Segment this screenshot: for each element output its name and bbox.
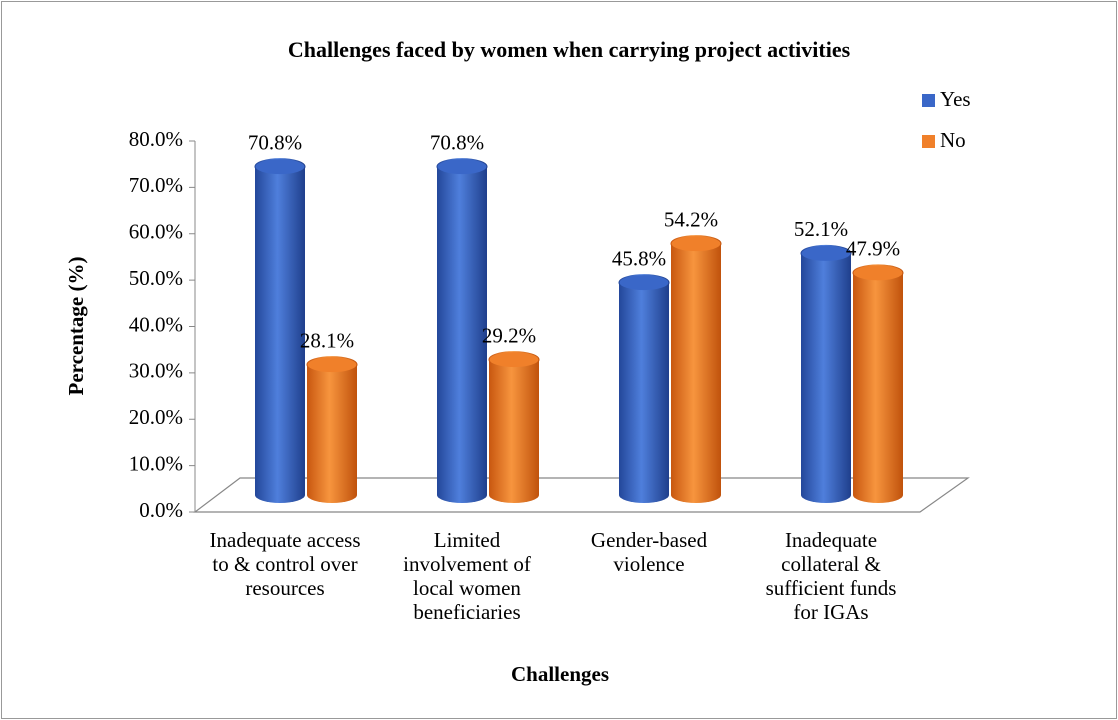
y-tick-label: 50.0% [129, 266, 183, 290]
bar-body [307, 364, 357, 503]
bar [436, 158, 488, 504]
data-label: 45.8% [612, 246, 666, 270]
bar-body [619, 282, 669, 503]
x-tick-label: Gender-based violence [590, 528, 708, 576]
y-tick-label: 80.0% [129, 127, 183, 151]
bar-top [852, 264, 904, 282]
bar-top [618, 274, 670, 292]
y-tick-label: 10.0% [129, 451, 183, 475]
bar [618, 274, 670, 503]
bar-body [801, 253, 851, 503]
bar [306, 356, 358, 503]
data-label: 29.2% [482, 323, 536, 347]
bar-top [800, 244, 852, 262]
bar-body [489, 359, 539, 503]
bar-body [255, 166, 305, 504]
legend-label: No [940, 128, 966, 152]
bar [800, 244, 852, 503]
bar-top [670, 235, 722, 253]
bar-top [306, 356, 358, 374]
data-label: 54.2% [664, 207, 718, 231]
bar [488, 351, 540, 503]
bar-body [853, 272, 903, 503]
data-label: 52.1% [794, 217, 848, 241]
y-tick-label: 70.0% [129, 173, 183, 197]
x-tick-label: Inadequate access to & control over reso… [209, 528, 361, 600]
legend-swatch [922, 94, 935, 107]
data-label: 70.8% [248, 130, 302, 154]
x-tick-label: Inadequate collateral & sufficient funds… [765, 528, 897, 624]
legend-label: Yes [940, 87, 971, 111]
data-label: 47.9% [846, 237, 900, 261]
data-label: 70.8% [430, 130, 484, 154]
x-tick-label: Limited involvement of local women benef… [403, 528, 531, 624]
floor [193, 477, 970, 513]
y-axis-title: Percentage (%) [64, 257, 88, 396]
bar-top [488, 351, 540, 369]
data-label: 28.1% [300, 328, 354, 352]
x-axis-title: Challenges [511, 662, 609, 686]
y-tick-label: 0.0% [139, 498, 183, 522]
bar-body [437, 166, 487, 504]
bar-top [436, 158, 488, 176]
y-tick-label: 60.0% [129, 220, 183, 244]
bar [670, 235, 722, 503]
bar [254, 158, 306, 504]
y-tick-label: 40.0% [129, 312, 183, 336]
chart-title: Challenges faced by women when carrying … [288, 37, 851, 62]
y-tick-label: 20.0% [129, 405, 183, 429]
y-tick-label: 30.0% [129, 359, 183, 383]
bar [852, 264, 904, 503]
bar-body [671, 243, 721, 503]
legend-swatch [922, 135, 935, 148]
bar-top [254, 158, 306, 176]
